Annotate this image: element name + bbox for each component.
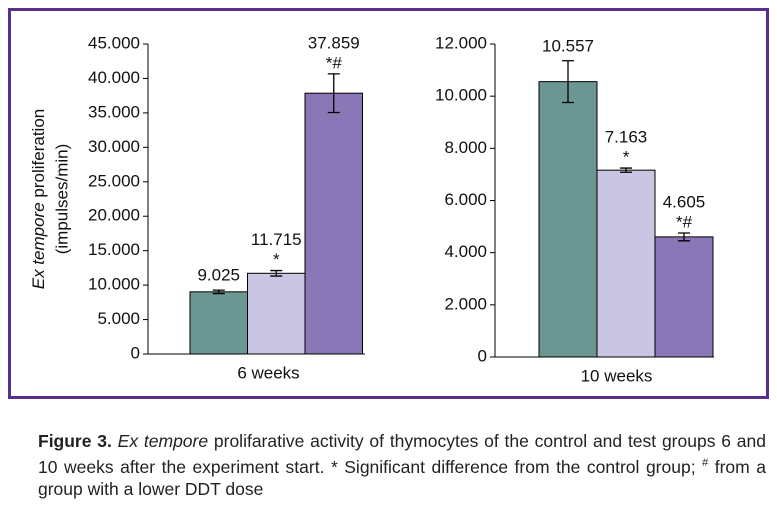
value-label: 4.605 [663, 192, 706, 211]
significance-marker: *# [326, 53, 343, 72]
value-label: 10.557 [542, 36, 594, 55]
value-label: 9.025 [197, 266, 240, 285]
error-bar [327, 73, 340, 114]
value-label: 7.163 [605, 128, 648, 147]
chart: 0 5.000 10.000 15.000 20.000 25.000 30.000 35.0… [29, 33, 714, 385]
y-axis-label: Ex tempore proliferation [29, 109, 48, 290]
y-tick-label: 4.000 [444, 242, 487, 261]
bar [189, 291, 248, 355]
caption-hash: # [702, 457, 709, 469]
y-tick-label: 0 [131, 343, 140, 362]
y-tick-label: 45.000 [88, 33, 140, 52]
y-tick-label: 35.000 [88, 102, 140, 121]
bar [247, 272, 306, 355]
significance-marker: * [623, 148, 630, 167]
y-tick-label: 10.000 [88, 275, 140, 294]
value-label: 37.859 [308, 33, 360, 52]
y-axis-label-text: proliferation [29, 109, 48, 198]
figure-frame [8, 8, 769, 399]
y-tick-label: 30.000 [88, 137, 140, 156]
caption: Figure 3. Ex tempore prolifarative activ… [38, 430, 766, 500]
y-tick-label: 12.000 [435, 33, 487, 52]
y-tick-label: 10.000 [435, 86, 487, 105]
significance-marker: *# [676, 212, 693, 231]
bar [596, 169, 656, 358]
y-tick-label: 2.000 [444, 294, 487, 313]
y-tick-label: 5.000 [97, 309, 140, 328]
error-bar [678, 232, 690, 242]
caption-label: Figure 3. [38, 431, 112, 451]
bar [538, 81, 598, 358]
error-bar [212, 289, 225, 295]
x-tick-label: 6 weeks [237, 363, 299, 382]
y-tick-label: 40.000 [88, 68, 140, 87]
y-tick-label: 15.000 [88, 240, 140, 259]
caption-text: prolifarative activity of thymocytes of … [38, 431, 766, 477]
significance-marker: * [273, 250, 280, 269]
y-axis-label-unit: (impulses/min) [52, 144, 71, 255]
y-tick-label: 20.000 [88, 206, 140, 225]
y-axis-label-italic: Ex tempore [29, 202, 48, 289]
caption-italic: Ex tempore [117, 431, 209, 451]
x-tick-label: 10 weeks [581, 366, 653, 385]
value-label: 11.715 [251, 230, 302, 249]
y-tick-label: 0 [478, 346, 487, 365]
y-tick-label: 8.000 [444, 138, 487, 157]
y-tick-label: 6.000 [444, 190, 487, 209]
caption-text: from a group with a lower DDT dose [38, 456, 766, 499]
error-bar [620, 167, 632, 173]
error-bar [270, 269, 283, 277]
error-bar [562, 60, 574, 104]
bar [654, 236, 714, 358]
y-tick-label: 25.000 [88, 171, 140, 190]
bar [304, 92, 363, 355]
